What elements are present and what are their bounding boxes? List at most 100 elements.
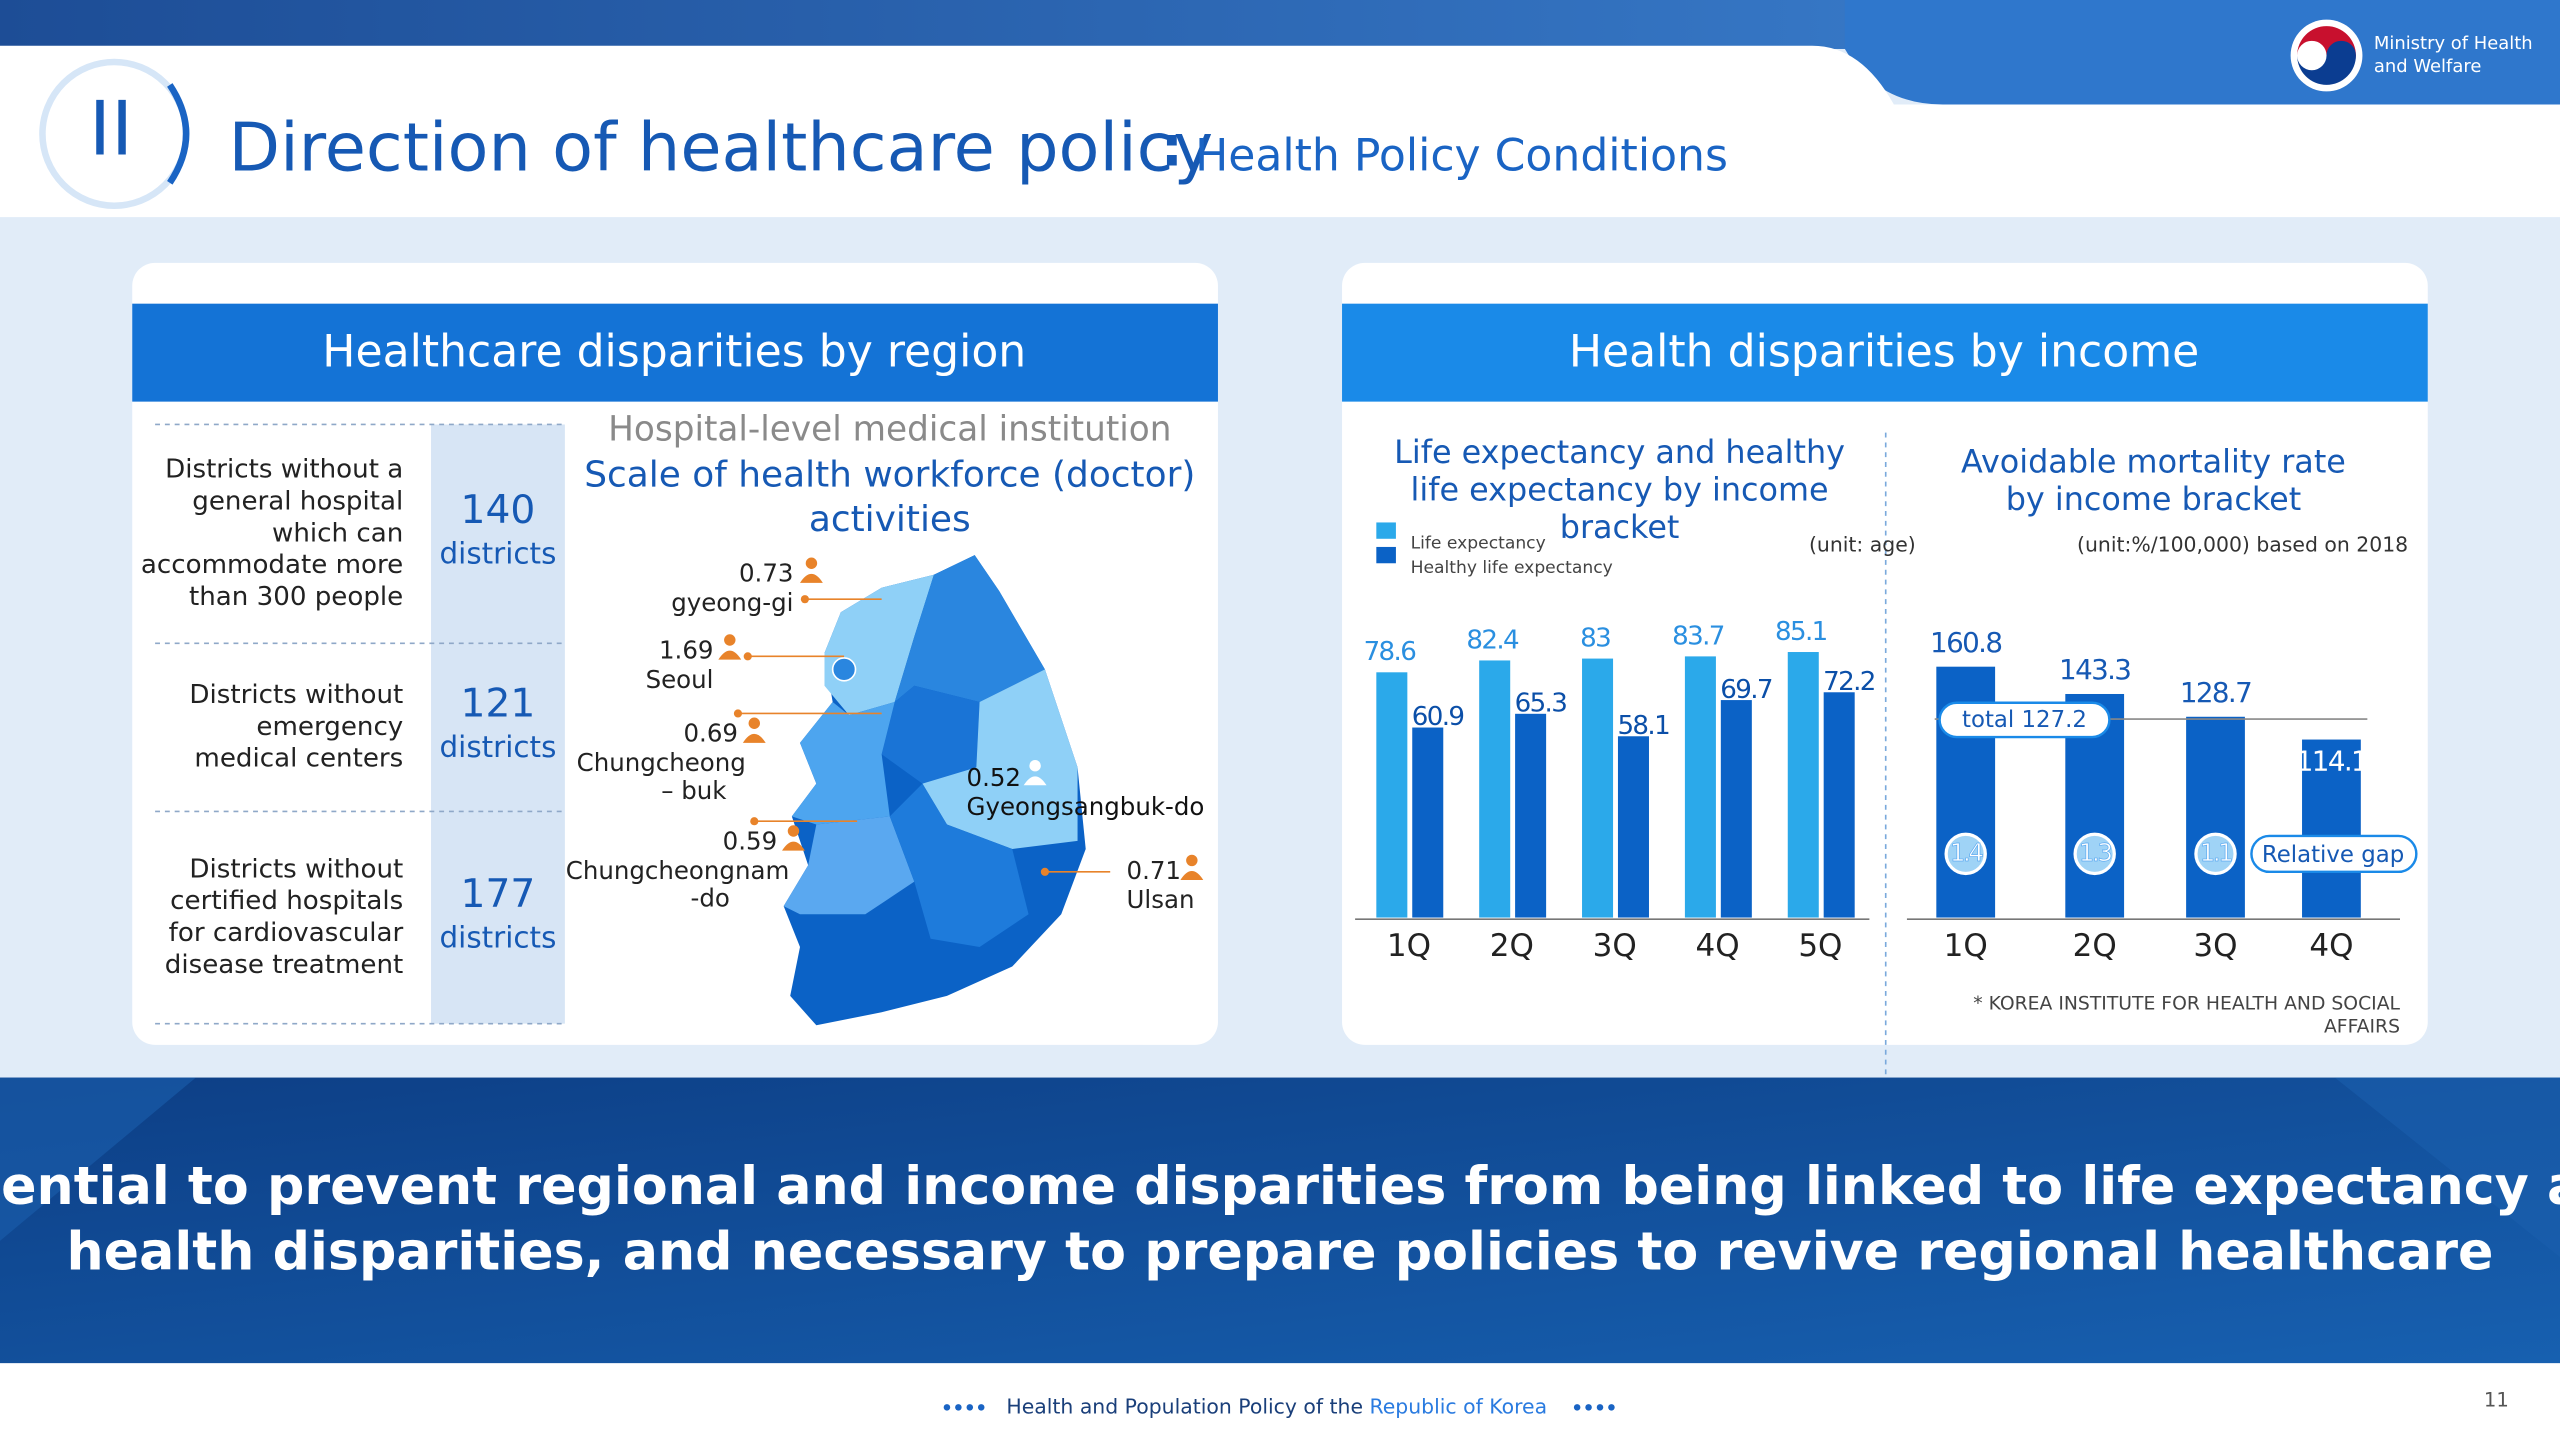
map-title: activities	[809, 499, 971, 540]
panel-header	[132, 303, 1218, 402]
region-value: 0.59	[723, 826, 777, 855]
value-label: 85.1	[1775, 617, 1827, 647]
gap-pill	[2250, 834, 2418, 874]
gap-name: Relative gap	[2262, 842, 2404, 868]
map-region	[824, 574, 934, 716]
footer-main: Health and Population Policy of the	[1006, 1394, 1363, 1418]
row-unit: districts	[440, 920, 557, 954]
legend-swatch	[1376, 522, 1396, 539]
panel-header	[1342, 303, 2428, 402]
separator: :	[1161, 114, 1183, 179]
person-icon	[1023, 776, 1047, 786]
row-value: 177	[461, 872, 536, 917]
x-tick-label: 2Q	[2073, 928, 2117, 964]
x-tick-label: 4Q	[1695, 928, 1739, 964]
row-unit: districts	[440, 730, 557, 764]
logo-tab	[1844, 0, 2560, 105]
x-tick-label: 1Q	[1387, 928, 1431, 964]
region-value: 0.69	[683, 719, 737, 748]
gap-label: 1.3	[2079, 838, 2111, 867]
numeral: II	[89, 84, 133, 172]
panel	[1342, 262, 2428, 1045]
row-unit: districts	[440, 537, 557, 571]
logo-text: and Welfare	[2374, 56, 2481, 77]
value-label: 72.2	[1823, 667, 1875, 697]
gap-badge	[2194, 832, 2237, 876]
gap-badge	[2073, 832, 2116, 876]
bar	[1582, 658, 1614, 918]
bar	[1412, 727, 1444, 918]
region-name: Seoul	[646, 665, 714, 694]
header-band	[0, 45, 2560, 218]
row-value: 140	[461, 488, 536, 533]
row-label: Districts without	[189, 854, 403, 884]
chart-unit: (unit: age)	[1809, 532, 1916, 556]
panel-title: Healthcare disparities by region	[322, 326, 1026, 377]
row-label: than 300 people	[189, 582, 403, 612]
chart-title: life expectancy by income	[1411, 470, 1829, 508]
row-value: 121	[461, 682, 536, 727]
region-value: 0.73	[739, 559, 793, 588]
x-tick-label: 5Q	[1798, 928, 1842, 964]
chart-title: by income bracket	[2006, 480, 2302, 518]
row-label: certified hospitals	[170, 886, 403, 916]
bar	[1720, 700, 1752, 918]
x-tick-label: 1Q	[1944, 928, 1988, 964]
value-label: 60.9	[1412, 702, 1464, 732]
map-region	[889, 783, 1029, 947]
row-label: medical centers	[194, 744, 403, 774]
row-label: for cardiovascular	[169, 918, 404, 948]
footer-dots	[943, 1404, 1615, 1411]
logo-blue	[2297, 40, 2356, 85]
value-label: 128.7	[2180, 676, 2251, 709]
value-label: 58.1	[1617, 711, 1669, 741]
row-label: emergency	[256, 712, 403, 742]
map-region	[922, 669, 1078, 849]
map-seoul	[831, 657, 857, 682]
map-region	[791, 702, 895, 825]
value-label: 83.7	[1672, 621, 1724, 651]
banner-text: health disparities, and necessary to pre…	[66, 1223, 2493, 1283]
footer	[0, 1363, 2560, 1440]
chart-unit: (unit:%/100,000) based on 2018	[2077, 532, 2408, 556]
value-label: 78.6	[1364, 637, 1416, 667]
banner-text: Essential to prevent regional and income…	[0, 1157, 2560, 1217]
numeral-arc	[167, 83, 190, 185]
legend-label: Healthy life expectancy	[1411, 558, 1613, 578]
page-number: 11	[2484, 1388, 2509, 1411]
leader-dot	[750, 817, 759, 826]
person-icon	[782, 841, 805, 851]
region-name: gyeong-gi	[671, 588, 793, 617]
korea-map	[783, 555, 1086, 1026]
map-caption: Hospital-level medical institution	[608, 410, 1171, 450]
legend-label: Life expectancy	[1411, 534, 1546, 554]
leader-dot	[733, 709, 743, 718]
region-name: -do	[691, 884, 730, 913]
footer-text: Health and Population Policy of the Repu…	[1006, 1394, 1547, 1418]
leader-dot	[743, 652, 752, 661]
region-value: 0.52	[967, 763, 1021, 792]
value-label: 143.3	[2059, 653, 2130, 686]
bar	[1787, 652, 1819, 918]
bar	[1515, 713, 1547, 918]
person-icon	[1180, 871, 1204, 880]
reference-label: total 127.2	[1962, 707, 2087, 733]
bar	[1617, 736, 1649, 918]
map-region	[881, 685, 980, 784]
gap-label: 1.1	[2200, 838, 2232, 867]
leader-dot	[1040, 867, 1049, 876]
value-column	[431, 424, 565, 1024]
person-icon	[748, 717, 760, 729]
logo-text: Ministry of Health	[2374, 33, 2533, 54]
x-tick-label: 2Q	[1490, 928, 1534, 964]
row-label: which can	[272, 518, 403, 548]
value-label: 114.1	[2296, 744, 2367, 777]
bar	[1684, 656, 1716, 918]
person-icon	[718, 650, 742, 660]
bar	[1479, 660, 1511, 918]
gap-label: 1.4	[1950, 838, 1983, 867]
x-tick-label: 3Q	[1593, 928, 1637, 964]
chart-title: bracket	[1560, 508, 1680, 546]
title: Direction of healthcare policy	[229, 108, 1214, 186]
